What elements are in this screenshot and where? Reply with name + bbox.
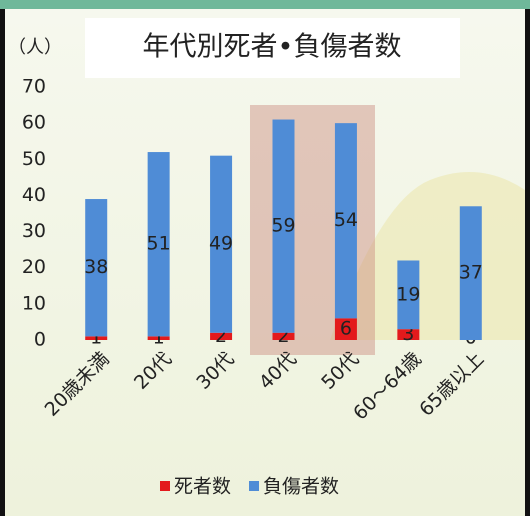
y-tick-label: 70 [22, 76, 46, 98]
data-label: 37 [459, 262, 483, 284]
y-tick-label: 20 [22, 256, 46, 278]
y-tick-label: 40 [22, 184, 46, 206]
data-label: 6 [340, 318, 352, 340]
legend-label: 死者数 [174, 476, 231, 498]
legend-label: 負傷者数 [263, 476, 339, 498]
bar-segment [272, 332, 295, 340]
bar-segment [147, 336, 170, 340]
bar-segment [272, 119, 295, 333]
legend-swatch [160, 481, 170, 491]
bar-segment [334, 318, 357, 340]
bar-segment [85, 336, 108, 340]
bar-segment [210, 332, 233, 340]
y-axis-label: （人） [8, 37, 62, 58]
y-tick-label: 60 [22, 112, 46, 134]
data-label: 49 [209, 233, 233, 255]
bar-segment [459, 206, 482, 340]
top-strip [0, 0, 530, 9]
bar-segment [85, 199, 108, 337]
data-label: 38 [84, 256, 108, 278]
y-tick-label: 30 [22, 220, 46, 242]
title-box [85, 18, 460, 78]
y-tick-label: 0 [34, 329, 46, 351]
legend-swatch [249, 481, 260, 491]
bar-segment [334, 123, 357, 319]
data-label: 54 [334, 209, 358, 231]
chart-title: 年代別死者•負傷者数 [143, 32, 402, 63]
data-label: 51 [147, 233, 171, 255]
data-label: 59 [271, 215, 295, 237]
y-tick-label: 10 [22, 292, 46, 314]
bar-segment [397, 329, 420, 340]
data-label: 19 [396, 283, 420, 305]
bar-segment [147, 152, 170, 337]
bar-segment [397, 260, 420, 330]
y-tick-label: 50 [22, 148, 46, 170]
bar-segment [210, 155, 233, 333]
